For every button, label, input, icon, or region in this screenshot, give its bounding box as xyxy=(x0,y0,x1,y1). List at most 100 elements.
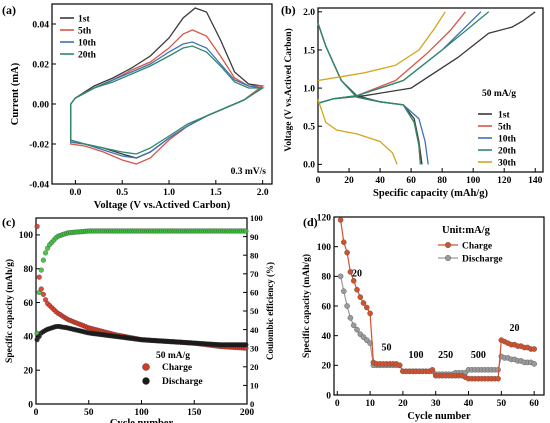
x-tick-label: 10 xyxy=(365,399,375,409)
data-point xyxy=(363,304,370,311)
y-tick-label: 80 xyxy=(322,273,332,283)
data-point xyxy=(350,322,357,329)
legend-label: Discharge xyxy=(462,255,503,265)
legend-marker xyxy=(142,363,150,371)
data-point xyxy=(360,300,367,306)
y-tick-label: 100 xyxy=(19,231,34,241)
y-axis-label: Specific capacity (mAh/g) xyxy=(4,259,15,363)
x-tick-label: 0 xyxy=(316,176,321,186)
data-point xyxy=(396,362,403,369)
x-tick-label: 60 xyxy=(406,176,416,186)
data-point xyxy=(337,273,344,280)
x-tick-label: 40 xyxy=(464,399,474,409)
data-point xyxy=(40,291,46,297)
legend-label: 1st xyxy=(78,15,90,25)
series-charge xyxy=(337,217,538,382)
data-point xyxy=(495,375,501,382)
legend-label: 20th xyxy=(78,51,97,61)
y-tick-label: 0.00 xyxy=(32,100,49,110)
x-tick-label: 0.5 xyxy=(116,188,128,198)
series-discharge xyxy=(34,323,249,348)
x-tick-label: 140 xyxy=(528,176,543,186)
legend-label: Charge xyxy=(462,242,492,252)
cv-curve-1st xyxy=(70,7,265,159)
y2-tick-label: 90 xyxy=(250,232,259,242)
panel-d-rate-capability: (d) 0 10 20 30 40 50 60 0 20 40 60 80 100 120 Cycle num… xyxy=(301,213,545,422)
legend-label: 5th xyxy=(78,27,92,37)
data-point xyxy=(531,346,538,352)
legend-title: Unit:mA/g xyxy=(442,225,491,236)
legend-label: 20th xyxy=(498,147,517,157)
legend-label: 10th xyxy=(78,39,97,49)
data-point xyxy=(344,303,350,309)
x-tick-label: 150 xyxy=(187,408,202,418)
x-tick-label: 0 xyxy=(335,399,340,409)
panel-a-cv-curves: (a) 0.0 0.5 1.0 1.5 2.0 -0.04 -0.02 0.00 0.02 0.04… xyxy=(2,3,273,211)
charge-curve-30th xyxy=(317,11,446,82)
y-tick-label: 60 xyxy=(24,299,34,309)
x-tick-label: 200 xyxy=(240,408,255,418)
x-axis-label: Cycle number xyxy=(110,418,174,423)
x-tick-label: 60 xyxy=(529,399,539,409)
data-point xyxy=(34,223,40,230)
series-charge xyxy=(34,223,249,351)
x-tick-label: 20 xyxy=(398,399,408,409)
panel-label: (d) xyxy=(303,215,318,229)
discharge-curve-20th xyxy=(317,23,422,165)
y-tick-label: 100 xyxy=(317,243,332,253)
y-tick-label: -0.04 xyxy=(29,180,49,190)
data-point xyxy=(36,274,42,280)
legend-label: 5th xyxy=(498,123,512,133)
legend-label: 10th xyxy=(498,135,517,145)
plot-frame xyxy=(51,3,273,185)
y2-tick-label: 20 xyxy=(250,362,259,372)
charge-curve-20th xyxy=(317,11,490,104)
legend-marker xyxy=(445,254,452,261)
x-tick-label: 2.0 xyxy=(257,188,269,198)
x-tick-label: 100 xyxy=(466,176,481,186)
data-point xyxy=(42,250,49,256)
rate-label: 20 xyxy=(352,268,362,279)
data-point xyxy=(350,277,357,284)
data-point xyxy=(367,310,373,317)
rate-label: 250 xyxy=(438,350,453,361)
y2-tick-label: 10 xyxy=(250,381,259,391)
data-point xyxy=(344,249,350,256)
legend-label: Charge xyxy=(162,363,192,373)
x-axis-label: Voltage (V vs.Actived Carbon) xyxy=(94,200,231,211)
x-tick-label: 100 xyxy=(134,408,149,418)
rate-label: 100 xyxy=(409,350,424,361)
rate-label: 500 xyxy=(471,350,486,361)
legend-title: 50 mA/g xyxy=(482,89,516,99)
cv-curve-10th xyxy=(70,41,265,159)
y-tick-label: -0.02 xyxy=(29,140,49,150)
x-tick-label: 50 xyxy=(497,399,507,409)
x-axis-label: Cycle number xyxy=(407,411,471,422)
data-point xyxy=(38,267,44,273)
y-tick-label: 1.5 xyxy=(303,46,315,56)
panel-label: (a) xyxy=(2,3,16,17)
x-tick-label: 50 xyxy=(84,408,94,418)
x-axis-label: Specific capacity (mAh/g) xyxy=(373,188,488,199)
data-point xyxy=(347,315,354,321)
panel-b-charge-discharge-profiles: (b) 0 20 40 60 80 100 120 140 0.0 0.5 1.0 1.5 2.0 Spec… xyxy=(281,3,544,199)
data-point xyxy=(337,217,344,223)
discharge-curve-30th xyxy=(317,99,398,165)
cv-curve-5th xyxy=(70,29,265,165)
y-axis-label: Specific capacity (mAh/g) xyxy=(301,254,312,358)
x-tick-label: 80 xyxy=(437,176,447,186)
y-tick-label: 0 xyxy=(326,391,331,401)
y2-tick-label: 50 xyxy=(250,306,259,316)
data-point xyxy=(243,228,249,234)
charge-curve-5th xyxy=(317,11,466,104)
data-point xyxy=(243,342,249,348)
legend-marker xyxy=(445,241,452,248)
y2-tick-label: 60 xyxy=(250,288,259,298)
y2-tick-label: 40 xyxy=(250,325,259,335)
y2-tick-label: 30 xyxy=(250,343,259,353)
discharge-curve-1st xyxy=(317,23,423,165)
x-tick-label: 30 xyxy=(431,399,441,409)
y2-tick-label: 70 xyxy=(250,269,259,279)
x-tick-label: 0 xyxy=(34,408,39,418)
series-discharge xyxy=(337,273,538,378)
